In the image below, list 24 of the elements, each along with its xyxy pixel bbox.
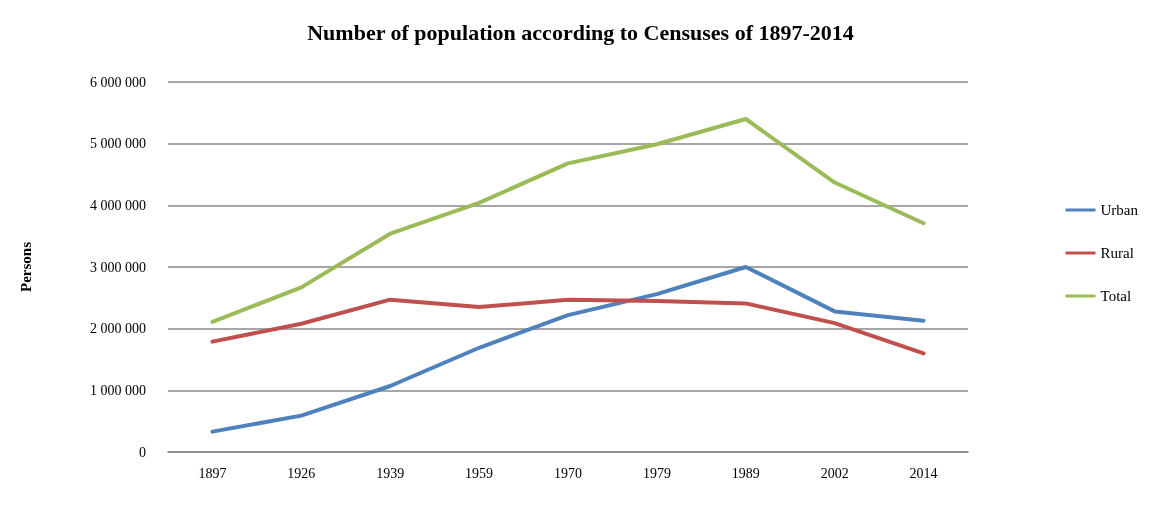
x-tick-label: 1979: [642, 465, 671, 481]
line-series: [210, 117, 926, 324]
x-tick-label: 1970: [554, 465, 582, 481]
x-tick-label: 2002: [820, 465, 849, 481]
y-tick-label: 6 000 000: [90, 74, 146, 90]
chart-title: Number of population according to Censuses of 1897-2014: [307, 19, 854, 45]
legend-label: Urban: [1100, 202, 1139, 218]
y-tick-label: 5 000 000: [90, 136, 146, 152]
line-series: [210, 297, 926, 356]
y-tick-label: 1 000 000: [90, 382, 146, 398]
legend-label: Rural: [1100, 245, 1134, 261]
y-tick-label: 2 000 000: [90, 321, 146, 337]
y-axis-title: Persons: [17, 241, 34, 292]
x-tick-label: 1897: [198, 465, 227, 481]
y-tick-label: 0: [139, 444, 146, 460]
y-tick-label: 3 000 000: [90, 259, 146, 275]
x-tick-label: 2014: [909, 465, 938, 481]
x-tick-label: 1989: [731, 465, 760, 481]
line-series: [210, 265, 926, 434]
x-tick-label: 1939: [376, 465, 405, 481]
legend-label: Total: [1100, 288, 1132, 304]
y-tick-label: 4 000 000: [90, 197, 146, 213]
x-tick-label: 1926: [287, 465, 316, 481]
x-tick-label: 1959: [465, 465, 494, 481]
